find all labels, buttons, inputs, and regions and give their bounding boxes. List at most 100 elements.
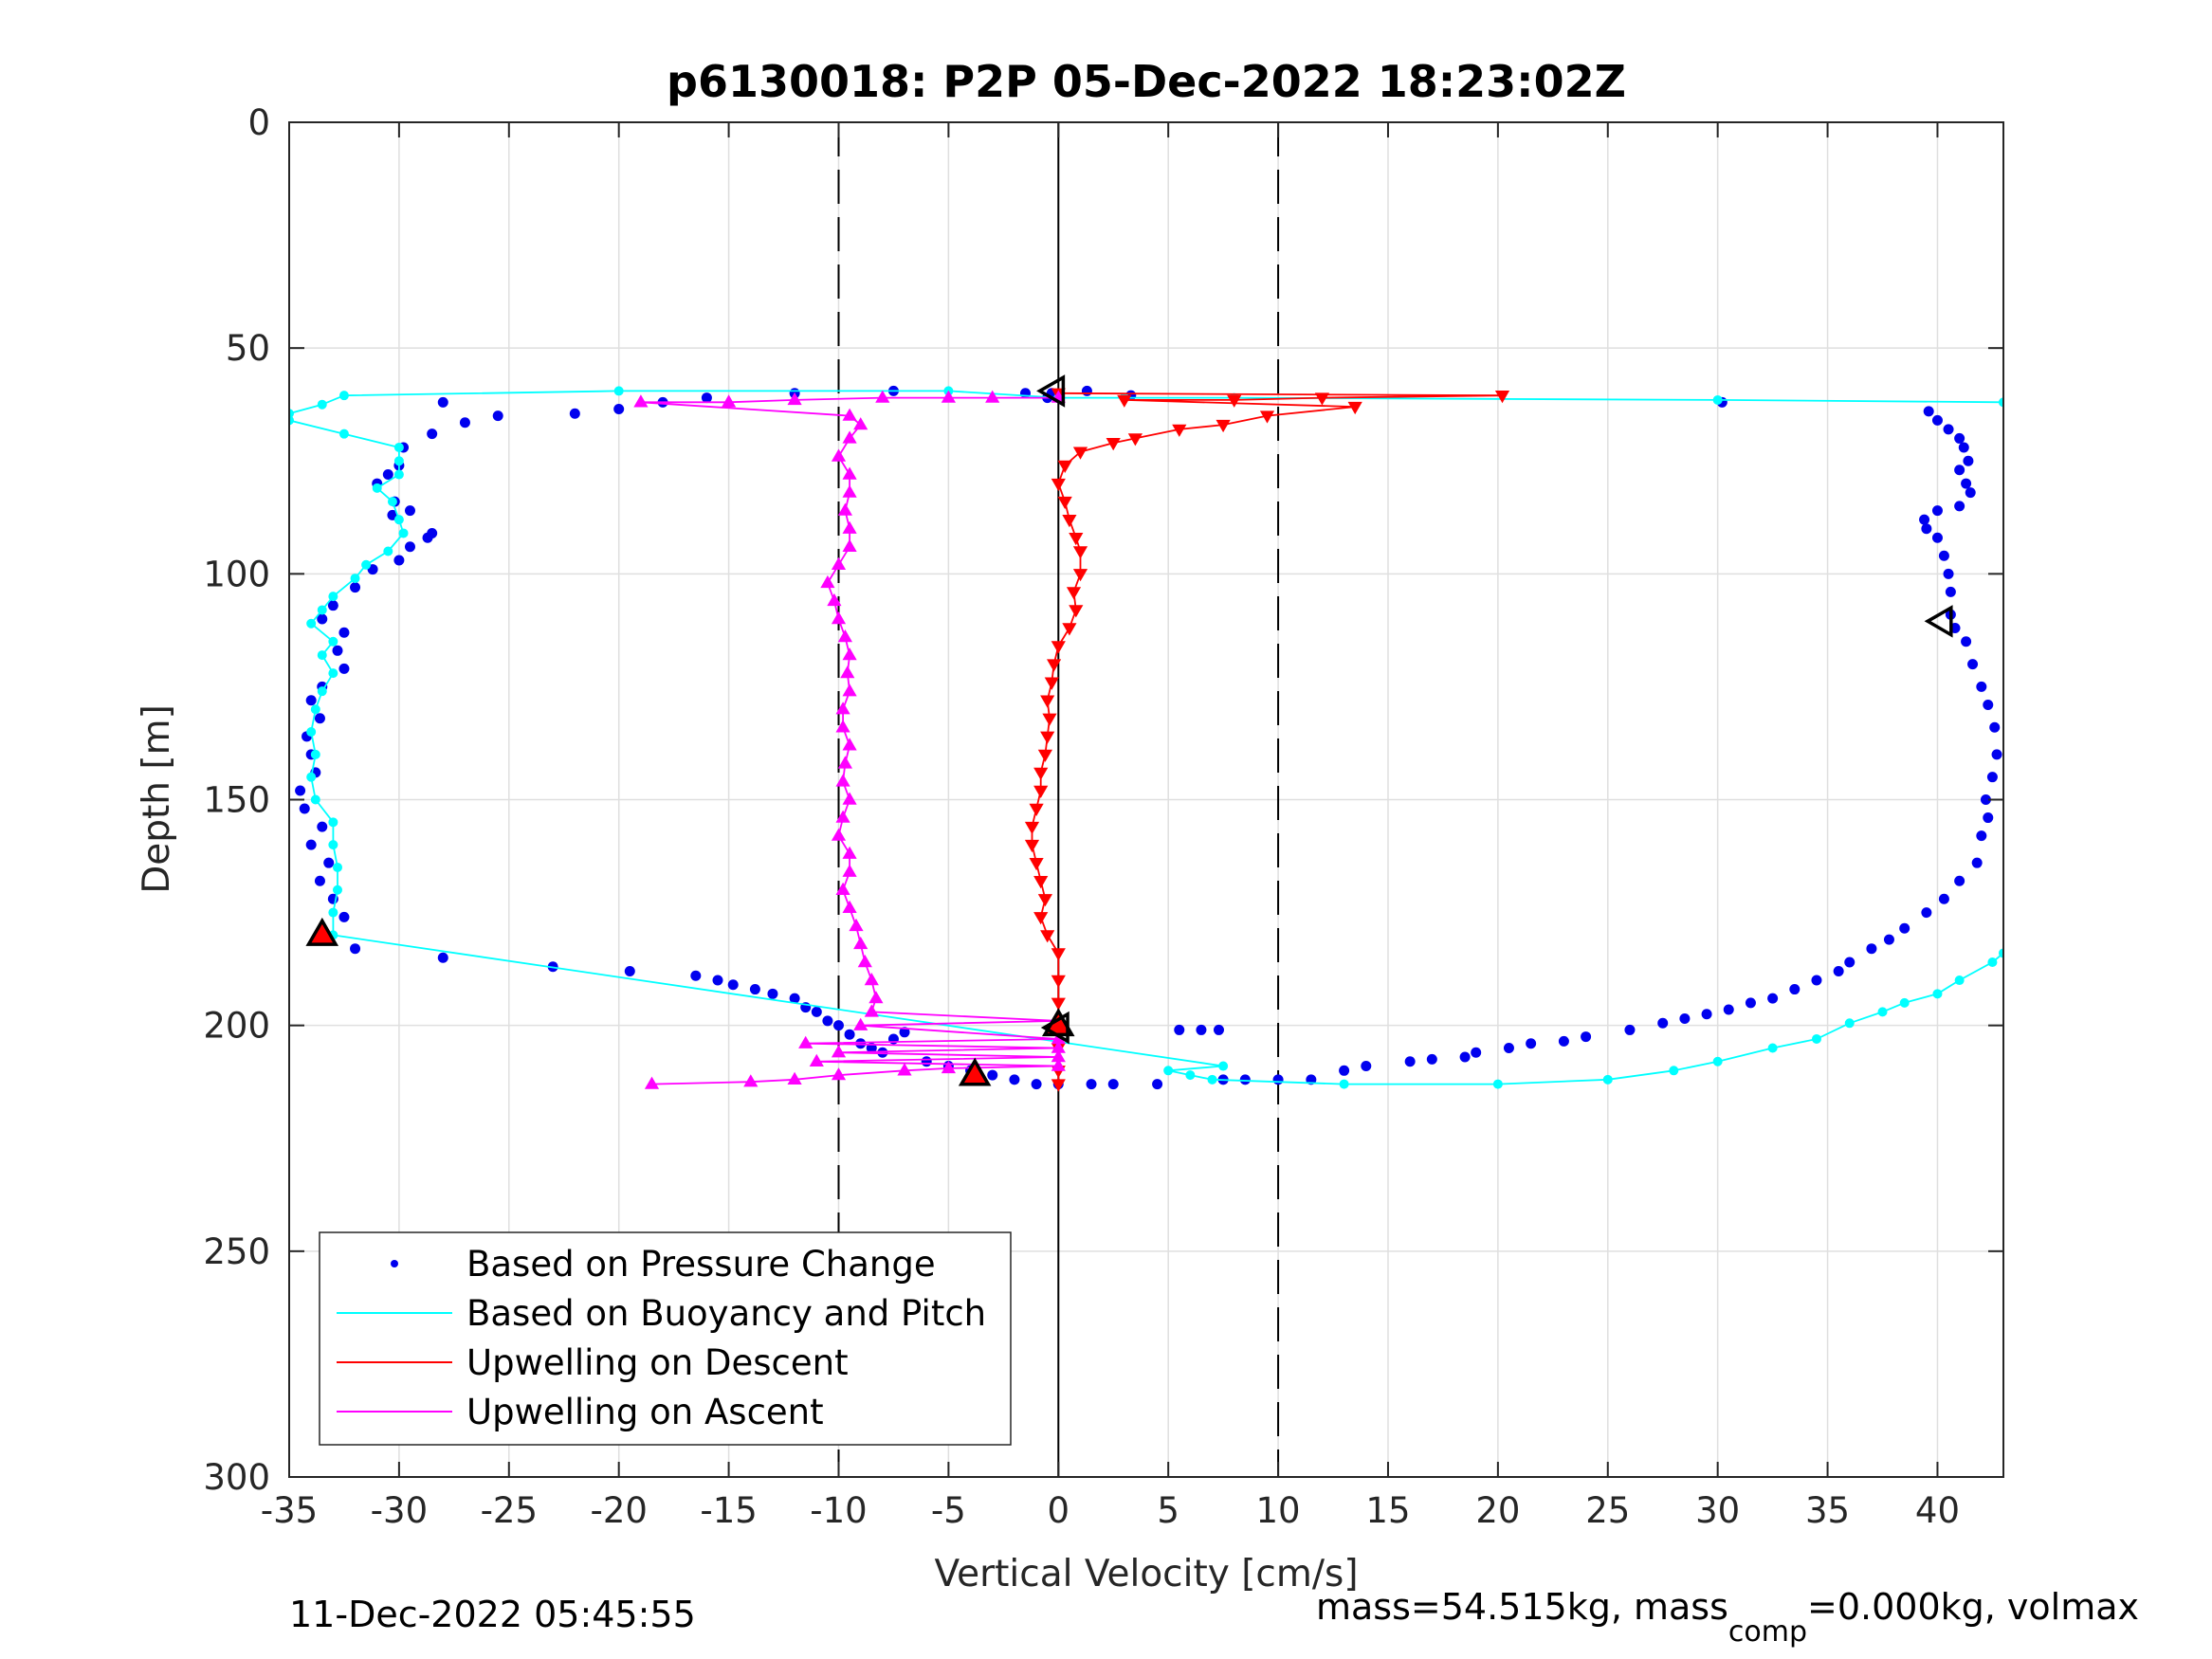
series-0-point-2 [459,417,470,428]
series-3-point-2 [787,1071,802,1085]
series-1-point-28 [317,686,327,697]
x-tick-label-3: -20 [590,1490,647,1531]
series-1-point-31 [310,749,320,759]
series-0-point-137 [613,403,625,414]
series-3-point-19 [853,936,868,950]
series-0-point-51 [855,1038,867,1049]
series-2-point-18 [1072,569,1088,582]
annotation-marker-5 [1040,1011,1069,1045]
series-2-point-45 [1051,1079,1066,1092]
y-tick-label-1: 50 [226,328,270,369]
series-2-point-28 [1037,749,1052,762]
series-0-point-95 [1883,934,1894,945]
x-tick-label-2: -25 [481,1490,538,1531]
series-1-point-37 [332,884,342,895]
series-0-point-50 [844,1029,855,1040]
series-1-point-26 [317,650,327,661]
series-1-point-40 [1218,1061,1229,1071]
y-tick-label-6: 300 [203,1457,270,1498]
legend-swatch-0 [391,1260,398,1267]
series-0-point-35 [338,911,350,922]
series-2-line [1031,392,1504,1085]
annotation-marker-0 [1036,374,1066,408]
series-2-point-32 [1024,821,1040,835]
series-2-point-31 [1029,803,1044,816]
series-1-point-16 [387,497,397,507]
series-1-point-30 [306,727,317,738]
series-1-point-24 [306,618,317,629]
series-1-point-43 [1207,1074,1217,1085]
series-0-point-87 [1723,1004,1734,1015]
series-0-point-32 [323,857,335,868]
series-3-point-13 [853,1017,868,1030]
footer-mass-info: mass=54.515kg, masscomp=0.000kg, volmax [1316,1586,2139,1649]
series-0-point-76 [1426,1053,1437,1065]
series-0-point-102 [1983,812,1994,824]
series-1-point-57 [1999,948,2003,958]
series-0-point-6 [382,469,393,481]
series-2-point-35 [1033,876,1049,889]
series-0-point-68 [1213,1024,1224,1035]
series-3-point-43 [837,502,852,516]
series-0-point-86 [1701,1009,1712,1020]
series-2-point-5 [1347,401,1362,415]
footer-mass-text-a: mass=54.515kg, mass [1316,1586,1728,1628]
series-1-point-42 [1185,1070,1196,1081]
series-0-point-92 [1833,966,1844,977]
series-3-point-33 [842,684,857,697]
series-3-point-51 [722,394,737,408]
series-1-point-27 [328,668,338,679]
series-3-point-15 [864,1004,879,1017]
series-2-point-40 [1051,975,1066,988]
series-0-point-78 [1471,1047,1482,1058]
series-3-point-28 [835,774,850,787]
series-1-point-52 [1877,1007,1888,1017]
series-2-point-21 [1062,623,1077,636]
x-tick-label-8: 5 [1157,1490,1179,1531]
series-1-point-48 [1712,1056,1723,1066]
series-0-point-110 [1961,636,1972,647]
series-3-point-42 [842,520,857,534]
legend: Based on Pressure Change Based on Buoyanc… [319,1231,1012,1446]
series-3-point-20 [849,918,864,932]
series-2-point-30 [1033,785,1049,798]
series-2-point-20 [1069,605,1084,618]
series-2-point-27 [1040,731,1055,744]
series-0-point-83 [1624,1024,1636,1035]
series-1-point-53 [1899,997,1910,1008]
series-1-point-18 [398,528,409,538]
x-tick-label-6: -5 [931,1490,966,1531]
series-0-point-93 [1844,957,1856,968]
series-0-point-101 [1976,830,1987,842]
legend-item-2: Upwelling on Descent [337,1342,849,1383]
x-tick-label-4: -15 [700,1490,757,1531]
series-0-point-16 [350,582,361,593]
series-0-point-43 [749,984,760,995]
series-3-point-45 [842,466,857,480]
x-tick-label-1: -30 [371,1490,428,1531]
series-3-point-17 [864,973,879,986]
series-1-point-45 [1492,1079,1503,1089]
series-0-point-90 [1789,984,1801,995]
series-2-point-19 [1066,587,1082,600]
series-1-point-34 [328,817,338,828]
series-0-point-82 [1581,1031,1592,1043]
series-2-point-39 [1051,948,1066,961]
series-1-point-38 [328,907,338,918]
series-1-point-6 [613,386,624,396]
footer-mass-text-b: =0.000kg, volmax [1807,1586,2139,1628]
legend-label-3: Upwelling on Ascent [466,1392,824,1432]
series-3-point-35 [842,647,857,661]
series-2-point-15 [1062,515,1077,528]
series-2-point-34 [1029,858,1044,871]
series-0-point-89 [1767,993,1779,1004]
series-3-point-32 [835,702,850,715]
series-0-point-66 [1174,1024,1185,1035]
series-3-point-50 [633,394,649,408]
series-0-point-31 [305,839,317,850]
series-0-point-107 [1983,699,1994,710]
series-0-point-126 [1954,432,1965,444]
series-1-point-35 [328,840,338,850]
x-tick-label-7: 0 [1048,1490,1070,1531]
